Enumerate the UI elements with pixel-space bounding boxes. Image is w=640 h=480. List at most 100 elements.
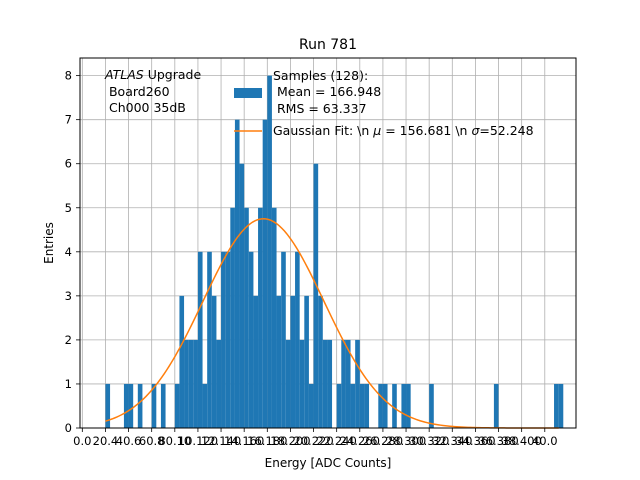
annotation-atlas: ATLAS [104, 67, 144, 82]
x-tick-label: 36.380 [478, 434, 518, 448]
histogram-bar [406, 383, 411, 428]
y-tick-label: 4 [65, 245, 72, 259]
histogram-bar [322, 339, 328, 428]
histogram-bar [248, 251, 254, 428]
histogram-bar [378, 383, 383, 428]
x-tick-label: 16.180 [247, 434, 287, 448]
legend-fit-sigma-symbol: σ [471, 123, 480, 138]
chart-title: Run 781 [299, 37, 357, 53]
y-axis-label: Entries [42, 222, 56, 264]
histogram-bar [202, 383, 208, 428]
annotation-line-1: ATLAS Upgrade [104, 67, 201, 82]
histogram-bar [253, 295, 259, 428]
legend-fit-mu-value: = 156.681 \n [381, 123, 471, 138]
histogram-bar [234, 119, 240, 429]
histogram-bar [364, 383, 370, 428]
histogram-bar [382, 383, 388, 428]
x-tick-label: 0.0 [73, 434, 91, 448]
histogram-bar [230, 207, 235, 428]
histogram-bar [336, 383, 342, 428]
histogram-bar [258, 207, 263, 428]
histogram-bar [174, 383, 180, 428]
histogram-bar [341, 339, 346, 428]
x-tick-label: 30.320 [409, 434, 449, 448]
annotation-line-2: Board260 [105, 84, 170, 99]
x-tick-label: 18.200 [270, 434, 310, 448]
histogram-bar [216, 339, 222, 428]
x-axis-ticks: 0.0 20.440.660.880.1010.12012.14014.16016… [73, 428, 558, 448]
y-tick-label: 0 [65, 421, 72, 435]
histogram-bar [267, 75, 272, 428]
histogram-bar [554, 383, 559, 428]
x-tick-label: 26.280 [363, 434, 403, 448]
legend-fit-mu-symbol: μ [372, 123, 381, 138]
histogram-bar [285, 339, 291, 428]
histogram-bar [193, 339, 198, 428]
histogram-bar [281, 251, 286, 428]
annotation-line-3: Ch000 35dB [105, 100, 186, 115]
histogram-bar [401, 383, 407, 428]
x-tick-label: 38.400 [502, 434, 542, 448]
histogram-bar [345, 339, 351, 428]
x-tick-label: 20.220 [293, 434, 333, 448]
x-tick-label: 14.160 [224, 434, 264, 448]
legend: Samples (128): Mean = 166.948 RMS = 63.3… [234, 68, 534, 138]
histogram-bar [271, 207, 277, 428]
atlas-annotation: ATLAS Upgrade Board260 Ch000 35dB [104, 67, 201, 115]
x-tick-label: 34.360 [455, 434, 495, 448]
plot-frame [79, 57, 577, 429]
histogram-bar [327, 339, 333, 428]
x-tick-label: 28.300 [386, 434, 426, 448]
histogram-bar [211, 295, 217, 428]
histogram-bar [137, 383, 143, 428]
x-tick-label: 80.10 [158, 434, 191, 448]
histogram-bar [429, 383, 434, 428]
y-tick-label: 5 [65, 201, 72, 215]
x-tick-label: 24.260 [340, 434, 380, 448]
histogram-bar [184, 339, 189, 428]
histogram-bar [151, 383, 157, 428]
y-tick-label: 7 [65, 113, 72, 127]
histogram-bar [299, 339, 305, 428]
y-axis-ticks: 0 1 2 3 4 5 6 7 8 [65, 69, 80, 435]
histogram-bar [392, 383, 397, 428]
histogram-bar [262, 119, 268, 429]
x-axis-label: Energy [ADC Counts] [265, 456, 392, 470]
legend-hist-line-3: RMS = 63.337 [273, 101, 367, 116]
histogram-bar [225, 251, 231, 428]
legend-hist-swatch [234, 88, 262, 98]
x-tick-label: 60.8 [139, 434, 165, 448]
histogram-bar [221, 251, 226, 428]
histogram-bar [318, 295, 323, 428]
histogram-bar [244, 207, 249, 428]
legend-fit-label: Gaussian Fit: \n μ = 156.681 \n σ=52.248 [273, 123, 534, 138]
histogram-bar [207, 251, 212, 428]
x-tick-label: 10.120 [178, 434, 218, 448]
histogram-bar [160, 383, 166, 428]
histogram-bar [197, 251, 203, 428]
histogram-bar [304, 295, 309, 428]
histogram-bar [295, 251, 300, 428]
histogram-bar [179, 295, 185, 428]
histogram-bar [123, 383, 129, 428]
x-tick-label: 32.340 [432, 434, 472, 448]
legend-hist-line-2: Mean = 166.948 [273, 84, 381, 99]
x-tick-label: 12.140 [201, 434, 241, 448]
legend-fit-prefix: Gaussian Fit: \n [273, 123, 373, 138]
histogram-bar [493, 383, 499, 428]
legend-hist-line-1: Samples (128): [273, 68, 368, 83]
x-tick-label: 20.4 [93, 434, 119, 448]
y-tick-label: 2 [65, 333, 72, 347]
histogram-bar [105, 383, 111, 428]
histogram-bar [128, 383, 134, 428]
y-tick-label: 6 [65, 157, 72, 171]
histogram-bars [105, 75, 564, 429]
histogram-bar [558, 383, 564, 428]
histogram-bar [355, 339, 360, 428]
x-tick-label: 40.0 [532, 434, 558, 448]
histogram-bar [359, 383, 365, 428]
y-tick-label: 3 [65, 289, 72, 303]
histogram-bar [276, 295, 282, 428]
histogram-bar [308, 383, 314, 428]
